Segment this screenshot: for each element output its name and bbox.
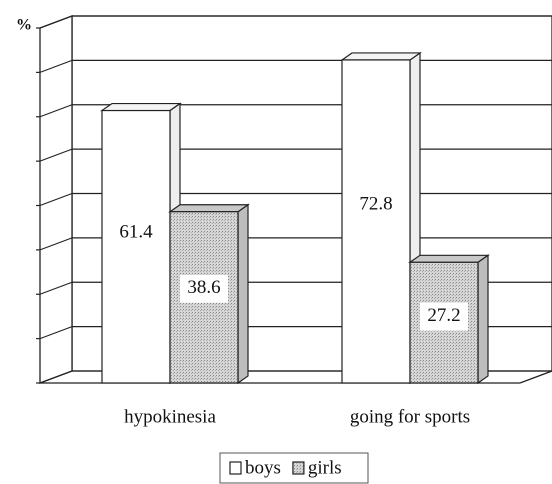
legend-swatch: [292, 461, 305, 475]
y-axis-label: %: [16, 17, 32, 34]
grid-line-side: [39, 59, 73, 73]
grid-line-side: [39, 148, 73, 162]
value-label: 72.8: [359, 194, 392, 215]
bar-side: [237, 203, 249, 385]
x-tick-label: going for sports: [350, 406, 470, 427]
grid-line-side: [39, 326, 73, 340]
value-label: 38.6: [187, 277, 220, 298]
floor-right: [519, 370, 552, 384]
value-label-bg: [180, 274, 228, 303]
value-label: 27.2: [427, 305, 460, 326]
value-label-bg: [420, 302, 468, 331]
bar: [101, 109, 171, 384]
legend-swatch: [229, 461, 242, 475]
grid-line-side: [39, 104, 73, 118]
x-tick-label: hypokinesia: [124, 406, 216, 427]
bar-top: [100, 102, 182, 112]
bar-top: [408, 254, 490, 263]
grid-line-side: [39, 370, 73, 384]
legend-label: girls: [308, 457, 342, 478]
legend-label: boys: [245, 457, 281, 478]
bar: [341, 59, 411, 384]
value-label: 61.4: [119, 222, 153, 243]
grid-line-side: [39, 281, 73, 295]
grid-line-side: [39, 237, 73, 251]
bar-top: [168, 204, 250, 213]
grid-line-side: [39, 192, 73, 207]
grid-line-side: [39, 15, 73, 29]
bar-side: [477, 254, 489, 385]
bar-top: [340, 52, 422, 61]
